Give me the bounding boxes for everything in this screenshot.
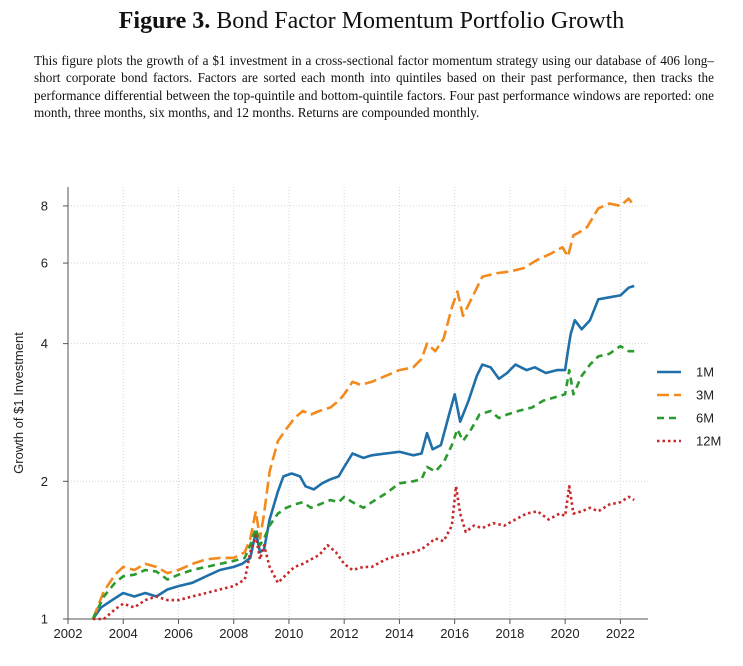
series-line-1m <box>91 284 635 620</box>
legend-label-1m: 1M <box>696 365 714 380</box>
x-tick-label: 2016 <box>440 626 469 641</box>
y-tick-label: 4 <box>41 336 48 351</box>
x-tick-label: 2018 <box>495 626 524 641</box>
legend-label-12m: 12M <box>696 434 721 449</box>
series-line-3m <box>91 197 636 620</box>
axes: 2002 2004 2006 2008 2010 2012 2014 2016 2018 2020… <box>41 187 648 641</box>
x-tick-label: 2020 <box>551 626 580 641</box>
x-tick-label: 2012 <box>330 626 359 641</box>
legend-label-6m: 6M <box>696 411 714 426</box>
y-tick-label: 1 <box>41 612 48 627</box>
figure-title-text: Bond Factor Momentum Portfolio Growth <box>216 8 625 34</box>
x-tick-label: 2014 <box>385 626 414 641</box>
figure-caption: This figure plots the growth of a $1 inv… <box>34 53 714 120</box>
y-tick-label: 2 <box>41 474 48 489</box>
x-tick-label: 2008 <box>219 626 248 641</box>
figure-label: Figure 3. <box>118 8 211 34</box>
series-lines <box>91 197 636 621</box>
series-line-12m <box>92 485 635 621</box>
growth-chart: 2002 2004 2006 2008 2010 2012 2014 2016 2018 2020… <box>11 187 721 641</box>
figure-title: Figure 3. Bond Factor Momentum Portfolio… <box>0 8 743 35</box>
grid <box>67 187 648 620</box>
y-tick-label: 8 <box>41 198 48 213</box>
y-axis-title: Growth of $1 Investment <box>11 332 26 474</box>
legend: 1M 3M 6M 12M <box>657 365 721 449</box>
x-tick-label: 2006 <box>164 626 193 641</box>
series-line-6m <box>91 344 635 620</box>
y-tick-label: 6 <box>41 256 48 271</box>
x-tick-label: 2004 <box>109 626 138 641</box>
x-tick-label: 2022 <box>606 626 635 641</box>
x-tick-label: 2002 <box>54 626 83 641</box>
legend-label-3m: 3M <box>696 388 714 403</box>
x-tick-label: 2010 <box>274 626 303 641</box>
